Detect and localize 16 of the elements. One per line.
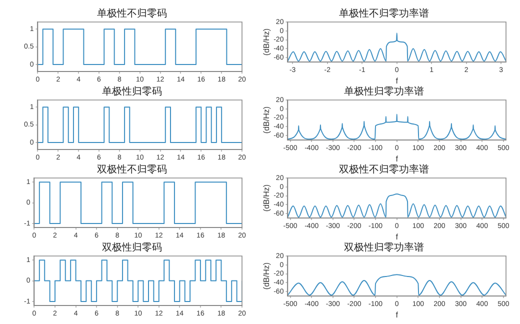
y-axis-title: (dB/Hz) — [262, 106, 272, 134]
chart-title: 双极性归零功率谱 — [344, 242, 424, 254]
chart-title: 双极性不归零功率谱 — [339, 164, 429, 176]
chart-title: 单极性归零功率谱 — [344, 86, 424, 98]
chart-title: 单极性不归零码 — [97, 8, 167, 20]
chart-title: 单极性归零码 — [102, 86, 162, 98]
chart-title: 单极性不归零功率谱 — [339, 8, 429, 20]
y-axis-title: (dB/Hz) — [262, 262, 272, 290]
chart-title: 双极性归零码 — [102, 242, 162, 254]
y-axis-title: (dB/Hz) — [262, 184, 272, 212]
x-axis-title: f — [396, 154, 399, 164]
x-axis-title: f — [396, 310, 399, 320]
x-axis-title: f — [396, 76, 399, 86]
x-axis-title: f — [396, 232, 399, 242]
y-axis-title: (dB/Hz) — [262, 28, 272, 56]
chart-title: 双极性不归零码 — [97, 164, 167, 176]
